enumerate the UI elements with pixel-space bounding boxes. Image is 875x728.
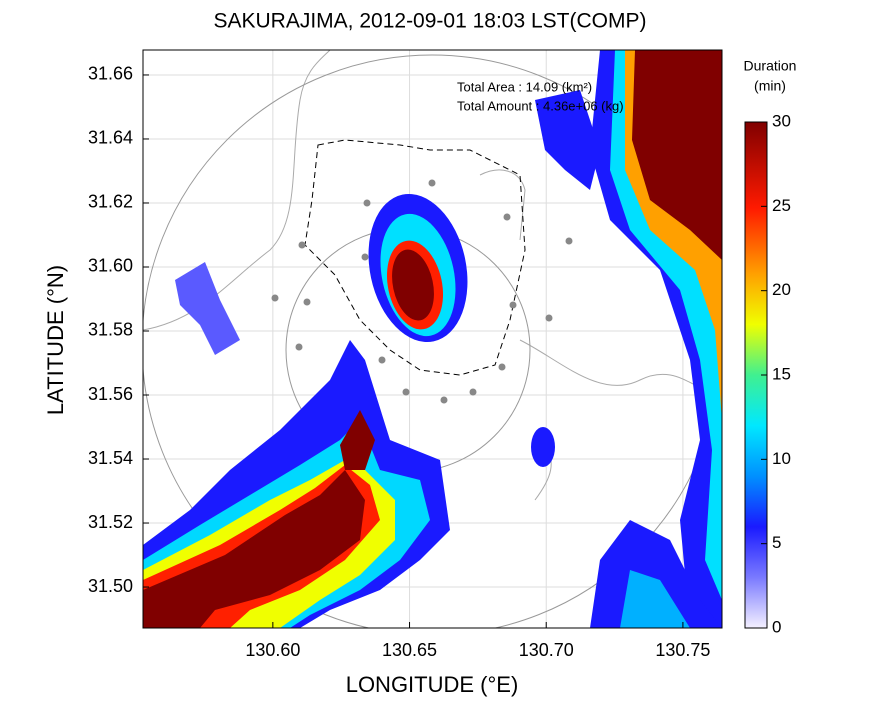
stations xyxy=(271,179,573,404)
colorbar-tick-label: 5 xyxy=(772,533,781,552)
x-tick-label: 130.60 xyxy=(245,640,300,660)
y-tick-label: 31.58 xyxy=(88,320,133,340)
colorbar-tick-label: 0 xyxy=(772,617,781,636)
echo xyxy=(620,570,690,628)
colorbar-tick-label: 20 xyxy=(772,280,791,299)
y-axis-label: LATITUDE (°N) xyxy=(43,265,68,415)
x-tick-label: 130.65 xyxy=(382,640,437,660)
y-tick-label: 31.66 xyxy=(88,64,133,84)
colorbar-tick-label: 10 xyxy=(772,449,791,468)
y-tick-label: 31.50 xyxy=(88,576,133,596)
annotation: Total Area : 14.09 (km²) xyxy=(457,79,592,94)
echo xyxy=(531,427,555,467)
colorbar-tick-label: 15 xyxy=(772,364,791,383)
echo xyxy=(392,249,434,321)
y-tick-label: 31.62 xyxy=(88,192,133,212)
echo xyxy=(175,262,240,355)
range-ring xyxy=(143,54,722,628)
annotation: Total Amount : 4.36e+06 (kg) xyxy=(457,98,624,113)
echo xyxy=(632,50,722,260)
map-layer xyxy=(143,50,722,628)
chart-title: SAKURAJIMA, 2012-09-01 18:03 LST(COMP) xyxy=(213,10,646,33)
y-tick-label: 31.56 xyxy=(88,384,133,404)
plot-frame xyxy=(142,49,723,629)
colorbar-title: (min) xyxy=(754,78,786,94)
x-tick-label: 130.75 xyxy=(655,640,710,660)
y-tick-label: 31.52 xyxy=(88,512,133,532)
colorbar-title: Duration xyxy=(744,58,797,74)
y-tick-label: 31.64 xyxy=(88,128,133,148)
y-tick-label: 31.54 xyxy=(88,448,133,468)
echo xyxy=(143,470,365,628)
echo xyxy=(590,520,722,628)
boundary xyxy=(304,139,526,376)
colorbar-tick-label: 25 xyxy=(772,196,791,215)
coastline xyxy=(143,50,722,501)
echo xyxy=(340,410,375,470)
colorbar-tick-label: 30 xyxy=(772,111,791,130)
x-tick-label: 130.70 xyxy=(519,640,574,660)
echo xyxy=(535,90,600,190)
x-axis-label: LONGITUDE (°E) xyxy=(346,672,519,697)
y-tick-label: 31.60 xyxy=(88,256,133,276)
